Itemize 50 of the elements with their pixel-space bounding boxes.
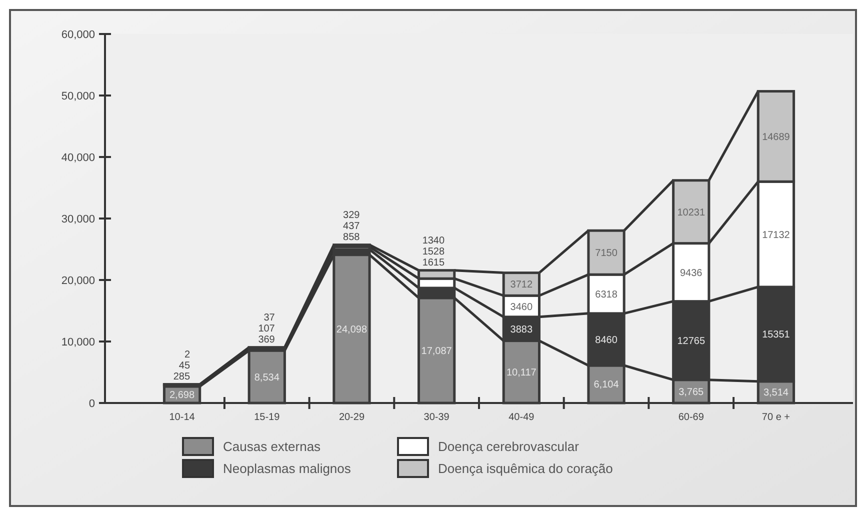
x-tick-label: 20-29 bbox=[338, 412, 365, 423]
data-label: 858 bbox=[343, 232, 360, 243]
data-label: 9436 bbox=[680, 268, 703, 279]
data-label: 369 bbox=[258, 334, 276, 346]
x-tick-label: 70 e + bbox=[762, 412, 790, 423]
y-tick-label: 60,000 bbox=[61, 29, 95, 41]
data-label: 8,534 bbox=[254, 372, 280, 384]
data-label: 1340 bbox=[422, 235, 446, 246]
data-label: 37 bbox=[264, 312, 276, 324]
x-tick-label: 10-14 bbox=[169, 412, 196, 423]
data-label: 12765 bbox=[677, 336, 706, 348]
data-label: 3883 bbox=[510, 324, 533, 336]
y-tick-label: 40,000 bbox=[61, 152, 95, 164]
y-tick-label: 30,000 bbox=[61, 214, 95, 226]
legend-label: Doença isquêmica do coração bbox=[438, 461, 613, 476]
data-label: 15351 bbox=[762, 330, 790, 341]
data-label: 437 bbox=[343, 220, 360, 232]
data-label: 6318 bbox=[595, 290, 618, 301]
x-tick-label: 30-39 bbox=[424, 412, 450, 423]
data-label: 107 bbox=[258, 323, 276, 334]
data-label: 45 bbox=[178, 360, 190, 372]
legend-label: Doença cerebrovascular bbox=[438, 439, 580, 454]
data-label: 6,104 bbox=[594, 380, 620, 391]
x-tick-label: 60-69 bbox=[678, 412, 704, 423]
data-label: 3,514 bbox=[763, 388, 789, 399]
data-label: 3460 bbox=[510, 302, 533, 313]
x-tick-label: 15-19 bbox=[254, 412, 280, 423]
data-label: 10,117 bbox=[506, 367, 537, 378]
data-label: 1615 bbox=[422, 257, 446, 268]
data-label: 285 bbox=[173, 371, 190, 382]
data-label: 7150 bbox=[595, 248, 618, 260]
y-tick-label: 50,000 bbox=[61, 90, 95, 102]
data-label: 3,765 bbox=[678, 386, 704, 398]
data-label: 2,698 bbox=[170, 390, 195, 402]
data-label: 24,098 bbox=[336, 324, 368, 336]
data-label: 8460 bbox=[595, 334, 618, 346]
data-label: 1528 bbox=[422, 246, 446, 258]
legend-label: Neoplasmas malignos bbox=[223, 461, 352, 476]
data-label: 3712 bbox=[510, 280, 533, 291]
x-tick-label: 40-49 bbox=[508, 412, 535, 423]
y-tick-label: 10,000 bbox=[61, 336, 95, 348]
y-tick-label: 0 bbox=[88, 398, 95, 410]
data-label: 2 bbox=[184, 349, 190, 360]
data-label: 17132 bbox=[762, 230, 790, 241]
data-label: 14689 bbox=[762, 132, 790, 143]
y-tick-label: 20,000 bbox=[61, 275, 95, 287]
legend-label: Causas externas bbox=[223, 439, 322, 454]
data-label: 10231 bbox=[677, 207, 706, 218]
data-label: 17,087 bbox=[421, 346, 452, 357]
data-label: 329 bbox=[343, 210, 360, 221]
